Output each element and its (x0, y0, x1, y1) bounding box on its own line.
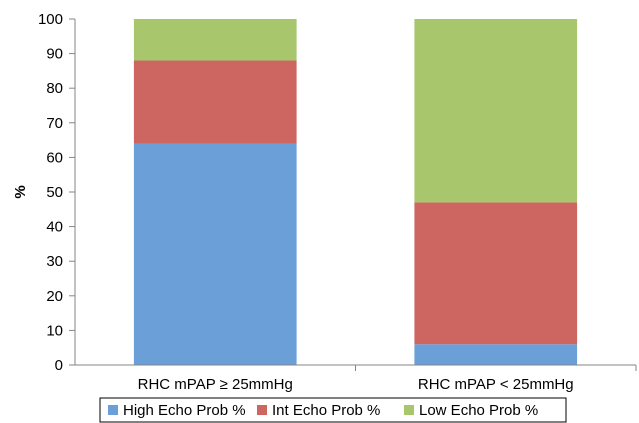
x-axis-ticks (355, 365, 637, 371)
bar-segment-high-echo-prob-0 (133, 143, 297, 365)
y-tick-label: 10 (46, 322, 63, 339)
y-tick-label: 0 (55, 357, 63, 374)
y-tick-label: 100 (38, 11, 63, 28)
bar-segment-int-echo-prob-0 (133, 60, 297, 144)
y-tick-label: 90 (46, 46, 63, 63)
legend-swatch (404, 405, 414, 415)
bar-segment-low-echo-prob-1 (414, 19, 578, 203)
legend-swatch (108, 405, 118, 415)
legend-label: High Echo Prob % (123, 402, 246, 419)
bars (133, 19, 578, 365)
category-labels: RHC mPAP ≥ 25mmHg RHC mPAP < 25mmHg (138, 376, 574, 393)
bar-segment-low-echo-prob-0 (133, 19, 297, 61)
y-tick-label: 70 (46, 115, 63, 132)
y-axis-title: % (12, 185, 29, 198)
y-tick-label: 40 (46, 219, 63, 236)
legend-swatch (257, 405, 267, 415)
y-tick-label: 60 (46, 149, 63, 166)
y-tick-label: 80 (46, 80, 63, 97)
category-label: RHC mPAP < 25mmHg (418, 376, 574, 393)
category-label: RHC mPAP ≥ 25mmHg (138, 376, 293, 393)
legend: High Echo Prob % Int Echo Prob % Low Echo … (99, 397, 567, 423)
y-tick-label: 30 (46, 253, 63, 270)
bar-segment-int-echo-prob-1 (414, 202, 578, 345)
y-tick-label: 50 (46, 184, 63, 201)
legend-label: Low Echo Prob % (419, 402, 538, 419)
y-axis-ticks: 0 10 20 30 40 50 60 70 80 90 100 (38, 11, 75, 374)
y-tick-label: 20 (46, 288, 63, 305)
bar-segment-high-echo-prob-1 (414, 344, 578, 365)
legend-label: Int Echo Prob % (272, 402, 380, 419)
legend-box (99, 397, 567, 423)
